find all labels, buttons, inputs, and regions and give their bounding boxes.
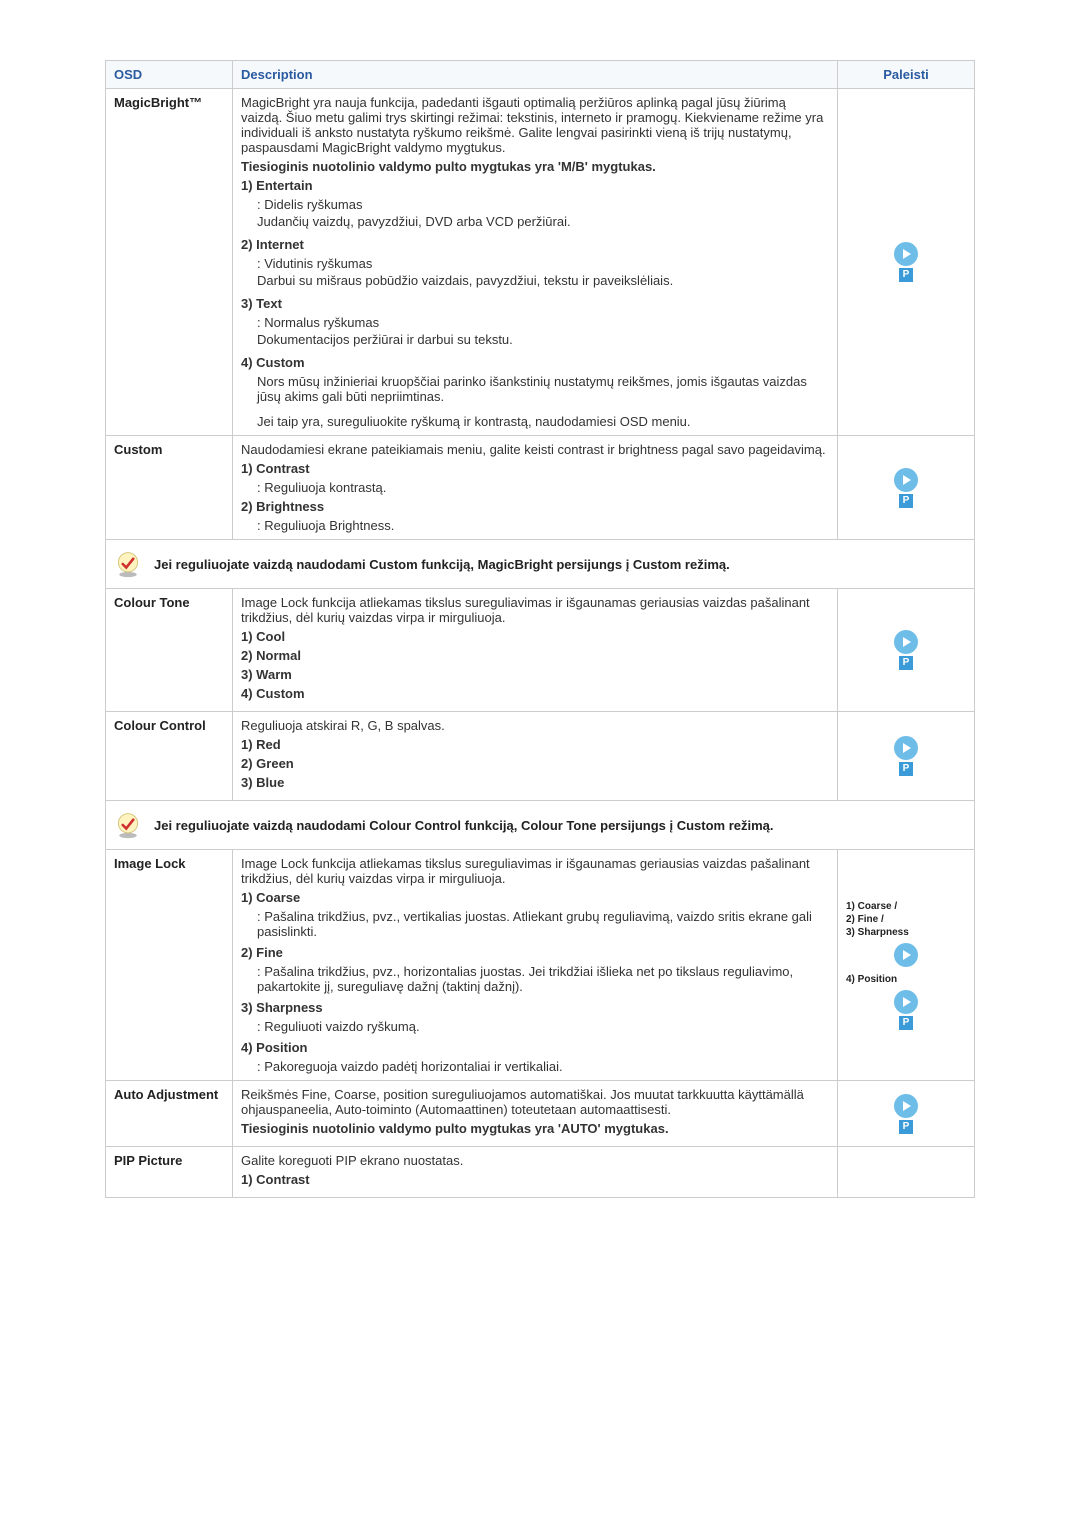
text: 2) Internet bbox=[241, 237, 829, 252]
text: Reikšmės Fine, Coarse, position sureguli… bbox=[241, 1087, 829, 1117]
play-icon[interactable]: P bbox=[894, 468, 918, 508]
play-caption: 4) Position bbox=[846, 973, 966, 986]
note-icon bbox=[114, 550, 142, 578]
text: : Reguliuoti vaizdo ryškumą. bbox=[241, 1019, 829, 1034]
text: Galite koreguoti PIP ekrano nuostatas. bbox=[241, 1153, 829, 1168]
table-row: PIP Picture Galite koreguoti PIP ekrano … bbox=[106, 1147, 975, 1198]
text: 1) Contrast bbox=[241, 461, 829, 476]
header-paleisti: Paleisti bbox=[838, 61, 975, 89]
text: : Reguliuoja Brightness. bbox=[241, 518, 829, 533]
play-icon[interactable]: P bbox=[894, 242, 918, 282]
text: Darbui su mišraus pobūdžio vaizdais, pav… bbox=[241, 273, 829, 288]
table-row: Colour Control Reguliuoja atskirai R, G,… bbox=[106, 712, 975, 801]
table-row: Custom Naudodamiesi ekrane pateikiamais … bbox=[106, 436, 975, 540]
text: 1) Entertain bbox=[241, 178, 829, 193]
play-icon[interactable]: P bbox=[894, 990, 918, 1030]
table-row: Auto Adjustment Reikšmės Fine, Coarse, p… bbox=[106, 1081, 975, 1147]
osd-name-custom: Custom bbox=[114, 442, 162, 457]
text: 1) Cool bbox=[241, 629, 829, 644]
text: 2) Green bbox=[241, 756, 829, 771]
text: Tiesioginis nuotolinio valdymo pulto myg… bbox=[241, 159, 829, 174]
text: 1) Red bbox=[241, 737, 829, 752]
text: : Vidutinis ryškumas bbox=[241, 256, 829, 271]
text: 1) Coarse bbox=[241, 890, 829, 905]
play-icon[interactable] bbox=[894, 943, 918, 967]
osd-name-autoadj: Auto Adjustment bbox=[114, 1087, 218, 1102]
header-description: Description bbox=[233, 61, 838, 89]
text: : Didelis ryškumas bbox=[241, 197, 829, 212]
text: Judančių vaizdų, pavyzdžiui, DVD arba VC… bbox=[241, 214, 829, 229]
text: 3) Warm bbox=[241, 667, 829, 682]
text: 3) Sharpness bbox=[241, 1000, 829, 1015]
table-row: Image Lock Image Lock funkcija atliekama… bbox=[106, 850, 975, 1081]
play-caption: 1) Coarse / 2) Fine / 3) Sharpness bbox=[846, 900, 966, 939]
text: 2) Brightness bbox=[241, 499, 829, 514]
osd-name-colourcontrol: Colour Control bbox=[114, 718, 206, 733]
text: Image Lock funkcija atliekamas tikslus s… bbox=[241, 595, 829, 625]
osd-table: OSD Description Paleisti MagicBright™ Ma… bbox=[105, 60, 975, 1198]
text: Jei taip yra, sureguliuokite ryškumą ir … bbox=[241, 414, 829, 429]
text: 4) Custom bbox=[241, 686, 829, 701]
text: 3) Text bbox=[241, 296, 829, 311]
play-icon[interactable]: P bbox=[894, 630, 918, 670]
table-header-row: OSD Description Paleisti bbox=[106, 61, 975, 89]
play-icon[interactable]: P bbox=[894, 736, 918, 776]
text: Naudodamiesi ekrane pateikiamais meniu, … bbox=[241, 442, 829, 457]
osd-name-colourtone: Colour Tone bbox=[114, 595, 190, 610]
note-row: Jei reguliuojate vaizdą naudodami Colour… bbox=[106, 801, 975, 850]
text: 4) Position bbox=[241, 1040, 829, 1055]
text: 4) Custom bbox=[241, 355, 829, 370]
header-osd: OSD bbox=[106, 61, 233, 89]
text: 3) Blue bbox=[241, 775, 829, 790]
text: : Pakoreguoja vaizdo padėtį horizontalia… bbox=[241, 1059, 829, 1074]
text: 1) Contrast bbox=[241, 1172, 829, 1187]
text: : Pašalina trikdžius, pvz., horizontalia… bbox=[241, 964, 829, 994]
text: Tiesioginis nuotolinio valdymo pulto myg… bbox=[241, 1121, 829, 1136]
text: Nors mūsų inžinieriai kruopščiai parinko… bbox=[241, 374, 829, 404]
text: MagicBright yra nauja funkcija, padedant… bbox=[241, 95, 829, 155]
note-text: Jei reguliuojate vaizdą naudodami Colour… bbox=[154, 818, 774, 833]
table-row: MagicBright™ MagicBright yra nauja funkc… bbox=[106, 89, 975, 436]
note-row: Jei reguliuojate vaizdą naudodami Custom… bbox=[106, 540, 975, 589]
play-icon[interactable]: P bbox=[894, 1094, 918, 1134]
table-row: Colour Tone Image Lock funkcija atliekam… bbox=[106, 589, 975, 712]
note-icon bbox=[114, 811, 142, 839]
text: : Pašalina trikdžius, pvz., vertikalias … bbox=[241, 909, 829, 939]
text: 2) Normal bbox=[241, 648, 829, 663]
osd-name-magicbright: MagicBright™ bbox=[114, 95, 202, 110]
text: : Reguliuoja kontrastą. bbox=[241, 480, 829, 495]
text: : Normalus ryškumas bbox=[241, 315, 829, 330]
text: Image Lock funkcija atliekamas tikslus s… bbox=[241, 856, 829, 886]
text: Dokumentacijos peržiūrai ir darbui su te… bbox=[241, 332, 829, 347]
text: 2) Fine bbox=[241, 945, 829, 960]
osd-name-imagelock: Image Lock bbox=[114, 856, 186, 871]
osd-name-pip: PIP Picture bbox=[114, 1153, 182, 1168]
text: Reguliuoja atskirai R, G, B spalvas. bbox=[241, 718, 829, 733]
note-text: Jei reguliuojate vaizdą naudodami Custom… bbox=[154, 557, 730, 572]
